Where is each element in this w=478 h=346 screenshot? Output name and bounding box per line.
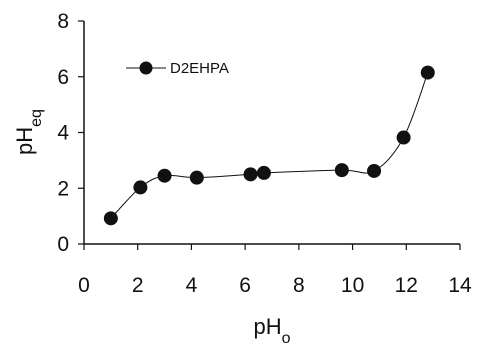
x-axis-title: pHo	[253, 314, 290, 346]
x-tick-label-0: 0	[78, 274, 90, 297]
data-point-0-9	[420, 65, 435, 80]
x-tick-label-1: 2	[132, 274, 144, 297]
x-tick-label-5: 10	[341, 274, 364, 297]
data-point-0-5	[256, 165, 271, 180]
data-point-0-2	[157, 168, 172, 183]
legend-marker	[139, 61, 153, 75]
x-tick-label-6: 12	[395, 274, 418, 297]
y-tick-label-0: 0	[57, 233, 69, 256]
data-point-0-7	[367, 163, 382, 178]
y-tick-label-2: 4	[57, 122, 69, 145]
data-point-0-4	[243, 167, 258, 182]
x-tick-label-7: 14	[448, 274, 472, 297]
legend-label: D2EHPA	[170, 60, 229, 77]
data-point-0-3	[189, 170, 204, 185]
y-tick-label-3: 6	[57, 66, 69, 89]
data-point-0-0	[103, 211, 118, 226]
data-point-0-1	[133, 180, 148, 195]
x-tick-label-2: 4	[186, 274, 198, 297]
data-point-0-6	[334, 163, 349, 178]
x-tick-label-3: 6	[239, 274, 251, 297]
y-tick-label-1: 2	[57, 177, 69, 200]
x-tick-label-4: 8	[293, 274, 305, 297]
series-line-0	[110, 72, 429, 219]
legend: D2EHPA	[126, 60, 229, 77]
y-axis-title: pHeq	[12, 109, 45, 155]
y-tick-label-4: 8	[57, 10, 69, 33]
data-point-0-8	[396, 130, 411, 145]
